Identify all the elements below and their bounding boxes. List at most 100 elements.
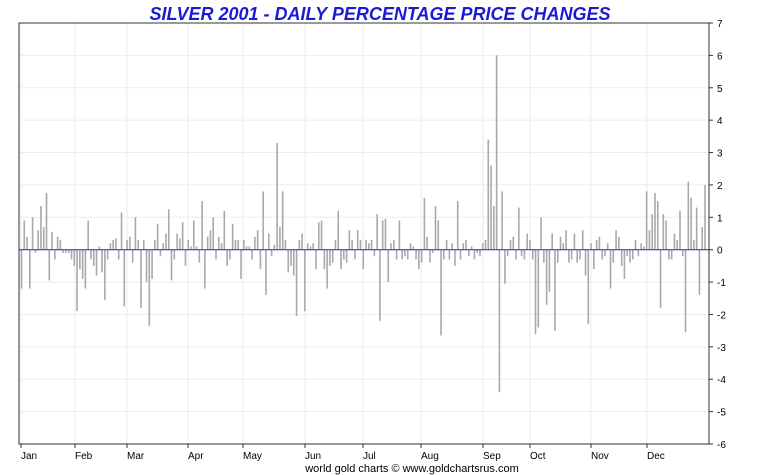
bar bbox=[362, 249, 365, 270]
bar bbox=[51, 231, 53, 250]
bar bbox=[626, 249, 628, 257]
y-tick-label: 4 bbox=[717, 116, 723, 127]
bar bbox=[148, 249, 151, 326]
bar bbox=[537, 249, 540, 328]
y-tick-label: 5 bbox=[717, 84, 723, 95]
bar bbox=[551, 233, 553, 250]
bar bbox=[92, 249, 95, 266]
bar bbox=[568, 249, 570, 263]
x-tick-label: Mar bbox=[127, 451, 145, 462]
bar bbox=[90, 249, 92, 260]
bar bbox=[498, 249, 501, 393]
bar bbox=[573, 233, 576, 250]
bar bbox=[204, 249, 206, 289]
bar bbox=[317, 222, 320, 250]
bar bbox=[48, 249, 51, 281]
bar bbox=[587, 249, 590, 325]
bar bbox=[379, 249, 381, 321]
bar bbox=[590, 243, 592, 250]
bar bbox=[165, 233, 167, 250]
bar bbox=[40, 205, 42, 250]
bar bbox=[156, 223, 159, 250]
bar bbox=[662, 214, 665, 250]
bar bbox=[217, 236, 220, 250]
bar bbox=[223, 210, 226, 250]
bar bbox=[229, 249, 231, 260]
bar bbox=[681, 249, 684, 257]
bar bbox=[515, 249, 517, 260]
bar bbox=[401, 249, 403, 260]
grid-lines bbox=[19, 22, 709, 445]
bar bbox=[206, 236, 209, 250]
bar bbox=[384, 218, 387, 250]
bar bbox=[323, 249, 326, 270]
bar bbox=[698, 249, 701, 296]
bar bbox=[215, 249, 217, 260]
bar bbox=[520, 249, 523, 257]
bar bbox=[437, 220, 440, 250]
bar bbox=[623, 249, 626, 279]
bar bbox=[429, 249, 431, 263]
bar bbox=[565, 230, 567, 250]
bar bbox=[334, 239, 337, 250]
bar bbox=[131, 249, 134, 263]
bar bbox=[415, 249, 417, 260]
bar bbox=[640, 243, 642, 250]
bar bbox=[67, 249, 70, 253]
bar bbox=[129, 236, 131, 250]
bar bbox=[351, 239, 353, 250]
bar bbox=[701, 227, 704, 250]
bar bbox=[59, 239, 62, 250]
bar bbox=[476, 249, 478, 253]
bar bbox=[181, 222, 184, 250]
bar bbox=[95, 249, 98, 276]
bar bbox=[120, 212, 123, 250]
x-tick-label: Oct bbox=[530, 451, 546, 462]
bar bbox=[679, 210, 681, 250]
bar bbox=[501, 191, 503, 250]
bar bbox=[265, 249, 267, 296]
bar bbox=[240, 249, 242, 279]
bar bbox=[220, 243, 223, 250]
bar bbox=[643, 246, 645, 250]
y-tick-label: 0 bbox=[717, 246, 723, 257]
bar bbox=[426, 236, 428, 250]
bar bbox=[345, 249, 348, 263]
bar bbox=[279, 227, 281, 250]
bar bbox=[548, 249, 551, 292]
bar bbox=[534, 249, 537, 334]
bar bbox=[162, 243, 164, 250]
y-tick-label: 2 bbox=[717, 181, 723, 192]
bar bbox=[473, 249, 476, 260]
bar bbox=[37, 230, 39, 250]
bar bbox=[554, 249, 556, 331]
x-tick-label: Aug bbox=[421, 451, 439, 462]
bar bbox=[270, 249, 273, 257]
bar bbox=[262, 191, 265, 250]
bar bbox=[404, 249, 406, 257]
bar bbox=[259, 249, 262, 270]
bar bbox=[412, 246, 415, 250]
bar bbox=[112, 239, 114, 250]
bar bbox=[443, 249, 445, 260]
bar bbox=[598, 236, 601, 250]
bar bbox=[493, 205, 495, 250]
bar bbox=[212, 217, 215, 250]
bar bbox=[562, 243, 565, 250]
bar bbox=[87, 220, 89, 250]
bar bbox=[656, 201, 659, 250]
bar bbox=[704, 184, 706, 250]
bar bbox=[606, 243, 609, 250]
bar bbox=[370, 239, 373, 250]
y-axis: 7 6 5 4 3 2 1 0 -1 -2 -3 -4 -5 -6 bbox=[709, 19, 726, 451]
bar bbox=[629, 249, 631, 263]
bar bbox=[320, 220, 323, 250]
bar bbox=[170, 249, 173, 281]
bar bbox=[434, 205, 437, 250]
bar bbox=[292, 249, 295, 276]
bar bbox=[451, 243, 453, 250]
bar bbox=[276, 142, 278, 250]
bar bbox=[668, 249, 670, 260]
bar bbox=[167, 209, 170, 250]
bar bbox=[179, 238, 181, 250]
